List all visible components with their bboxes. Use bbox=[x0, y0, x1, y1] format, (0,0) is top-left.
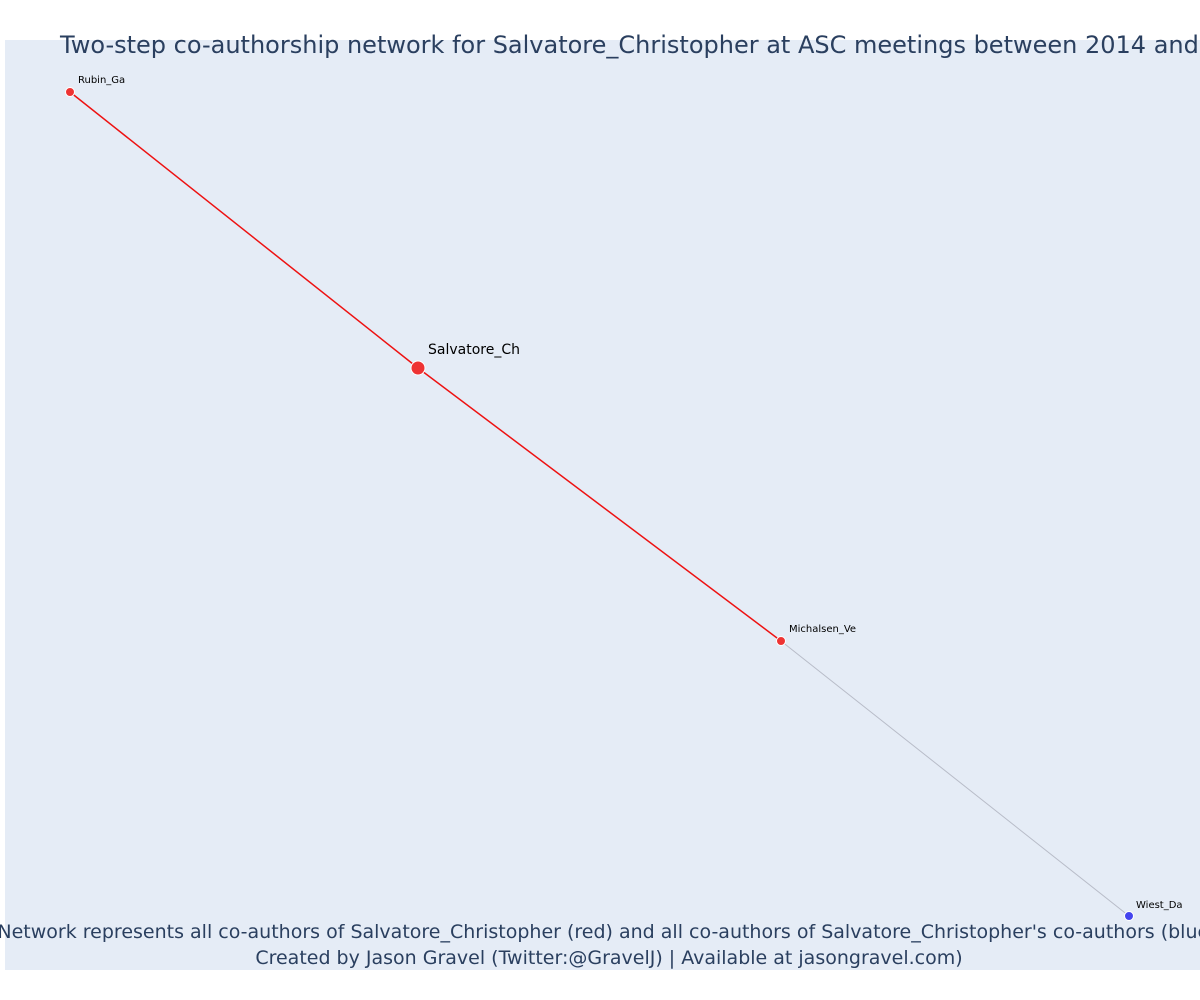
edge bbox=[780, 640, 1130, 917]
node-label: Michalsen_Ve bbox=[789, 624, 856, 635]
edge bbox=[69, 91, 419, 369]
node[interactable] bbox=[65, 87, 75, 97]
node-label: Rubin_Ga bbox=[78, 75, 125, 86]
node-label: Salvatore_Ch bbox=[428, 342, 520, 358]
footer-line: Created by Jason Gravel (Twitter:@Gravel… bbox=[255, 947, 962, 969]
node[interactable] bbox=[410, 360, 426, 376]
node-label: Wiest_Da bbox=[1136, 900, 1183, 911]
node[interactable] bbox=[1124, 911, 1134, 921]
title: Two-step co-authorship network for Salva… bbox=[59, 31, 1200, 59]
edge bbox=[417, 367, 782, 642]
node[interactable] bbox=[776, 636, 786, 646]
footer-line: Network represents all co-authors of Sal… bbox=[0, 921, 1200, 943]
